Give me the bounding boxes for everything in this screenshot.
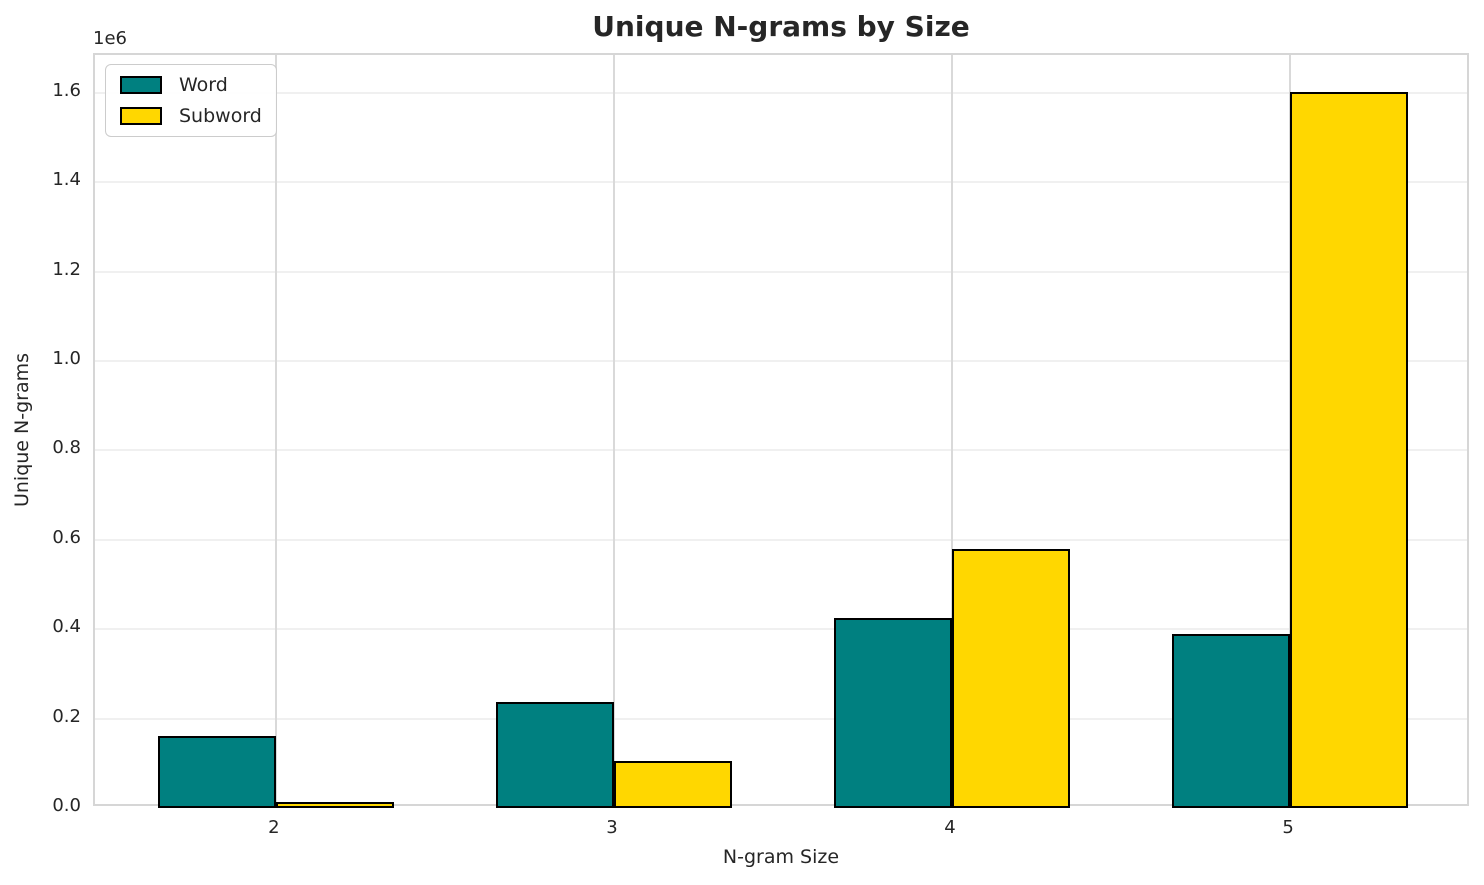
legend-item-word: Word [120,74,262,96]
y-tick-label-1.4: 1.4 [52,169,81,191]
gridline-y-0.6 [95,538,1467,541]
gridline-x-3 [612,55,615,804]
bar-word-5 [1171,634,1291,808]
y-tick-label-1.2: 1.2 [52,258,81,280]
y-tick-label-0.6: 0.6 [52,526,81,548]
x-tick-label-4: 4 [944,817,956,838]
gridline-x-4 [951,55,954,804]
legend-item-subword: Subword [120,105,262,127]
bar-word-3 [495,701,614,808]
y-tick-label-0.0: 0.0 [52,795,81,816]
y-axis-label: Unique N-grams [11,352,33,508]
legend: Word Subword [105,64,277,137]
y-tick-label-0.8: 0.8 [52,437,81,459]
bar-subword-5 [1290,91,1409,808]
y-tick-label-1.6: 1.6 [52,79,81,101]
y-tick-label-1.0: 1.0 [52,348,81,370]
gridline-y-0.8 [95,449,1467,452]
gridline-y-1.4 [95,181,1467,184]
legend-label-word: Word [179,74,228,96]
bar-word-2 [157,736,276,808]
bar-subword-4 [952,548,1071,808]
x-axis-label: N-gram Size [722,846,840,868]
gridline-y-1.6 [95,91,1467,94]
gridline-y-0.2 [95,717,1467,720]
legend-swatch-word [120,76,162,94]
x-tick-label-3: 3 [606,817,618,838]
plot-area: Word Subword [93,53,1469,808]
chart-title: Unique N-grams by Size [592,10,970,43]
y-tick-label-0.4: 0.4 [52,616,81,638]
x-tick-label-2: 2 [268,817,280,838]
legend-label-subword: Subword [179,105,262,127]
gridline-x-2 [274,55,277,804]
gridline-y-0.4 [95,628,1467,631]
bar-subword-2 [275,801,395,808]
y-axis-offset-label: 1e6 [93,28,127,49]
gridline-y-1.2 [95,270,1467,273]
x-tick-label-5: 5 [1282,817,1294,838]
gridline-y-1.0 [95,360,1467,363]
bar-word-4 [833,617,953,808]
legend-swatch-subword [120,107,162,125]
bar-subword-3 [613,761,733,808]
y-tick-label-0.2: 0.2 [52,705,81,727]
